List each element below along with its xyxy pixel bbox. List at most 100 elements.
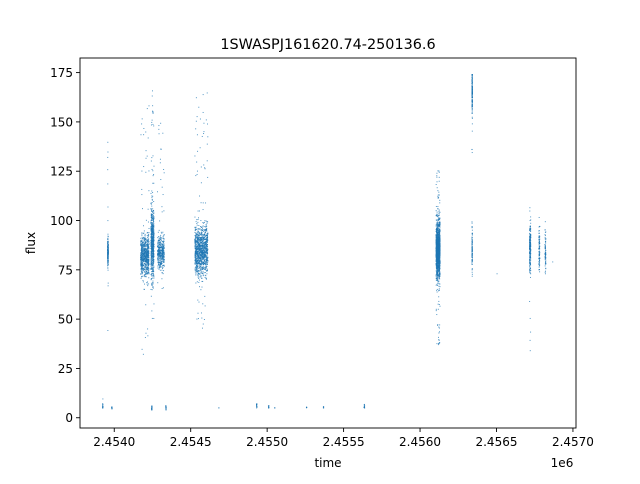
data-point [201, 255, 203, 257]
data-point [157, 267, 159, 269]
data-point [146, 283, 148, 285]
data-point [204, 239, 206, 241]
data-point [195, 244, 197, 246]
data-point [207, 252, 209, 254]
data-point [162, 259, 164, 261]
data-point [141, 271, 143, 273]
data-point [437, 222, 439, 224]
data-point [151, 317, 153, 319]
data-point [436, 244, 438, 246]
data-point [152, 223, 154, 225]
data-point [437, 226, 439, 228]
data-point [196, 255, 198, 257]
data-point [197, 221, 199, 223]
data-point [150, 252, 152, 253]
data-point [141, 246, 143, 247]
data-point [143, 252, 145, 254]
data-point [160, 250, 162, 252]
data-point [437, 250, 439, 252]
data-point [150, 261, 152, 263]
data-point [204, 229, 206, 231]
data-point [151, 237, 153, 239]
data-point [158, 229, 160, 231]
data-point [141, 273, 143, 275]
data-point [202, 240, 204, 242]
data-point [199, 265, 201, 267]
data-point [437, 256, 439, 258]
data-point [205, 230, 207, 232]
data-point [436, 272, 438, 274]
data-point [202, 267, 204, 269]
data-point [471, 234, 473, 236]
data-point [203, 256, 205, 258]
data-point [204, 242, 206, 244]
data-point [202, 268, 204, 270]
data-point [199, 263, 201, 265]
data-point [439, 253, 441, 255]
data-point [140, 260, 142, 262]
data-point [161, 250, 163, 252]
data-point [162, 250, 164, 252]
data-point [197, 241, 199, 243]
data-point [438, 285, 440, 287]
data-point [161, 256, 163, 258]
data-point [152, 228, 154, 230]
data-point [152, 234, 154, 236]
data-point [203, 222, 205, 223]
data-point [145, 266, 147, 268]
data-point [196, 281, 198, 283]
data-point [151, 262, 153, 264]
data-point [159, 266, 161, 268]
data-point [152, 210, 153, 212]
data-point [150, 263, 152, 265]
data-point [197, 262, 199, 264]
data-point [145, 245, 147, 247]
data-point [206, 241, 208, 243]
data-point [202, 270, 204, 272]
data-point [207, 232, 209, 234]
data-point [152, 263, 154, 265]
data-point [147, 237, 149, 239]
data-point [148, 240, 150, 242]
data-point [152, 231, 154, 233]
data-point [144, 236, 146, 238]
data-point [201, 229, 203, 231]
data-point [438, 258, 440, 260]
data-point [437, 232, 439, 234]
data-point [146, 108, 148, 110]
data-point [439, 267, 441, 269]
data-point [160, 261, 162, 263]
data-point [471, 236, 473, 238]
data-point [435, 237, 437, 239]
data-point [438, 264, 440, 266]
data-point [142, 353, 144, 355]
data-point [147, 263, 149, 265]
data-point [143, 268, 145, 270]
data-point [206, 247, 208, 249]
data-point [436, 289, 438, 291]
data-point [198, 235, 200, 237]
data-point [529, 267, 531, 269]
data-point [471, 92, 473, 94]
data-point [206, 236, 208, 238]
data-point [196, 267, 198, 269]
data-point [436, 225, 438, 227]
data-point [200, 263, 202, 265]
data-point [439, 231, 441, 233]
data-point [196, 246, 198, 248]
data-point [471, 256, 473, 258]
data-point [198, 242, 200, 244]
data-point [107, 151, 109, 153]
data-point [471, 229, 473, 231]
data-point [204, 260, 206, 262]
data-point [143, 250, 145, 252]
data-point [140, 257, 142, 259]
data-point [439, 243, 441, 245]
data-point [439, 228, 441, 230]
data-point [151, 278, 152, 280]
data-point [202, 259, 204, 261]
data-point [435, 224, 437, 226]
data-point [436, 175, 438, 177]
data-point [206, 244, 208, 246]
data-point [439, 259, 441, 261]
